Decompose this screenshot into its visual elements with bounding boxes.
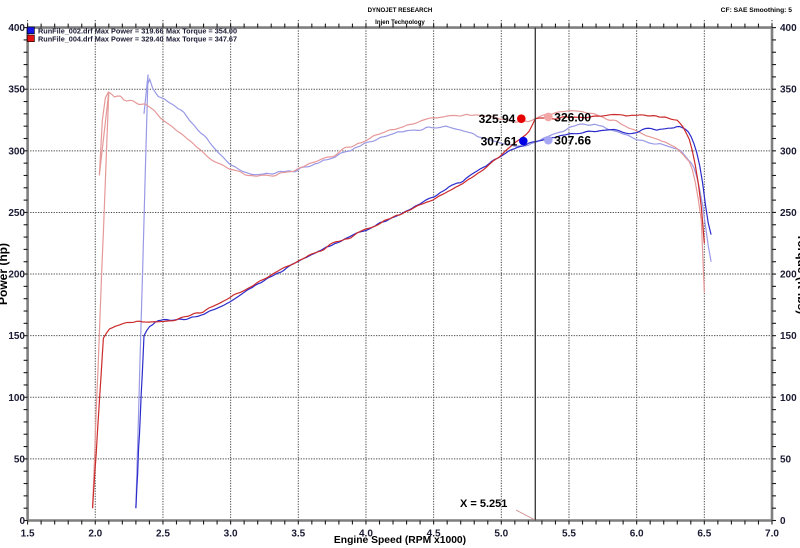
svg-text:307.61: 307.61 [481,135,518,149]
svg-text:3.5: 3.5 [291,529,305,540]
svg-text:326.00: 326.00 [554,111,591,125]
svg-text:Torque (ft-lbs): Torque (ft-lbs) [795,234,800,314]
svg-text:X = 5.251: X = 5.251 [460,498,507,510]
svg-text:CF: SAE Smoothing: 5: CF: SAE Smoothing: 5 [721,7,793,14]
svg-text:Max Torque = 347.67: Max Torque = 347.67 [166,34,237,43]
svg-text:6.0: 6.0 [630,529,644,540]
svg-text:2.0: 2.0 [88,529,102,540]
svg-text:350: 350 [780,85,797,96]
svg-text:0: 0 [780,516,786,527]
svg-text:1.5: 1.5 [21,529,35,540]
svg-text:100: 100 [780,393,797,404]
svg-text:5.5: 5.5 [562,529,576,540]
svg-text:RunFile_004.drf Max Power = 32: RunFile_004.drf Max Power = 329.40 [38,34,164,43]
svg-text:400: 400 [780,23,797,34]
svg-text:150: 150 [8,331,25,342]
svg-text:150: 150 [780,331,797,342]
svg-text:300: 300 [780,146,797,157]
svg-text:50: 50 [780,454,792,465]
svg-text:DYNOJET RESEARCH: DYNOJET RESEARCH [368,7,433,14]
svg-text:Engine Speed (RPM x1000): Engine Speed (RPM x1000) [334,535,466,546]
svg-text:325.94: 325.94 [479,112,516,126]
svg-text:250: 250 [8,208,25,219]
svg-text:0: 0 [19,516,25,527]
svg-text:400: 400 [8,23,25,34]
svg-text:3.0: 3.0 [224,529,238,540]
svg-text:2.5: 2.5 [156,529,170,540]
svg-text:Power (hp): Power (hp) [0,243,10,305]
svg-text:307.66: 307.66 [554,134,591,148]
svg-text:250: 250 [780,208,797,219]
svg-text:350: 350 [8,85,25,96]
svg-text:300: 300 [8,146,25,157]
svg-text:5.0: 5.0 [494,529,508,540]
svg-text:200: 200 [8,270,25,281]
svg-text:100: 100 [8,393,25,404]
svg-text:50: 50 [14,454,26,465]
svg-text:6.5: 6.5 [697,529,711,540]
svg-text:7.0: 7.0 [765,529,779,540]
svg-text:200: 200 [780,270,797,281]
svg-text:Injen Technology: Injen Technology [375,19,425,26]
